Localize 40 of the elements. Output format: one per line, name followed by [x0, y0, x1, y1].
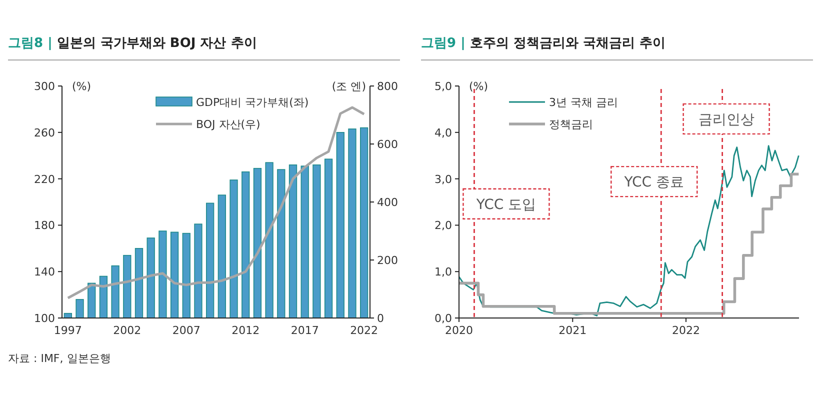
legend-label: 3년 국채 금리 [549, 96, 618, 109]
y-tick-label: 5,0 [434, 80, 452, 93]
y2-tick-label: 0 [377, 312, 384, 325]
y-tick-label: 2,0 [434, 219, 452, 232]
y-axis-title: (%) [72, 80, 92, 93]
legend-label: BOJ 자산(우) [196, 118, 260, 131]
y-tick-label: 100 [34, 312, 55, 325]
y2-tick-label: 600 [377, 138, 398, 151]
line-series [66, 106, 366, 300]
chart-title: 그림9 | 호주의 정책금리와 국채금리 추이 [421, 36, 666, 51]
ref-line-label: 금리인상 [698, 112, 754, 128]
y-tick-label: 4,0 [434, 126, 452, 140]
y2-tick-label: 400 [377, 196, 398, 209]
y2-tick-label: 800 [377, 80, 398, 93]
legend-label: 정책금리 [549, 118, 593, 131]
y-tick-label: 180 [34, 219, 55, 232]
y2-tick-label: 200 [377, 254, 398, 267]
x-tick-label: 2020 [445, 324, 473, 337]
y-tick-label: 140 [34, 266, 55, 279]
y-axis-title: (%) [469, 80, 488, 93]
x-tick-label: 2007 [172, 324, 200, 337]
text: 자료 : IMF, 일본은행 [8, 352, 111, 365]
y-tick-label: 0,0 [434, 312, 452, 325]
y2-axis-title: (조 엔) [332, 80, 366, 93]
ref-line-label: YCC 종료 [623, 174, 684, 191]
legend-label: GDP대비 국가부채(좌) [196, 96, 309, 109]
x-tick-label: 2012 [232, 324, 260, 337]
ref-line-label: YCC 도입 [475, 196, 536, 213]
chart-title: 그림8 | 일본의 국가부채와 BOJ 자산 추이 [8, 36, 257, 51]
y-tick-label: 260 [34, 126, 55, 140]
y-tick-label: 3,0 [434, 172, 452, 186]
x-tick-label: 2021 [558, 324, 587, 337]
x-tick-label: 2002 [113, 324, 142, 337]
y-tick-label: 300 [34, 80, 55, 93]
x-tick-label: 2022 [672, 324, 700, 337]
y-tick-label: 220 [34, 172, 55, 186]
x-tick-label: 2022 [350, 324, 378, 337]
x-tick-label: 1997 [54, 324, 82, 337]
y-tick-label: 1,0 [434, 266, 452, 279]
x-tick-label: 2017 [290, 324, 319, 337]
